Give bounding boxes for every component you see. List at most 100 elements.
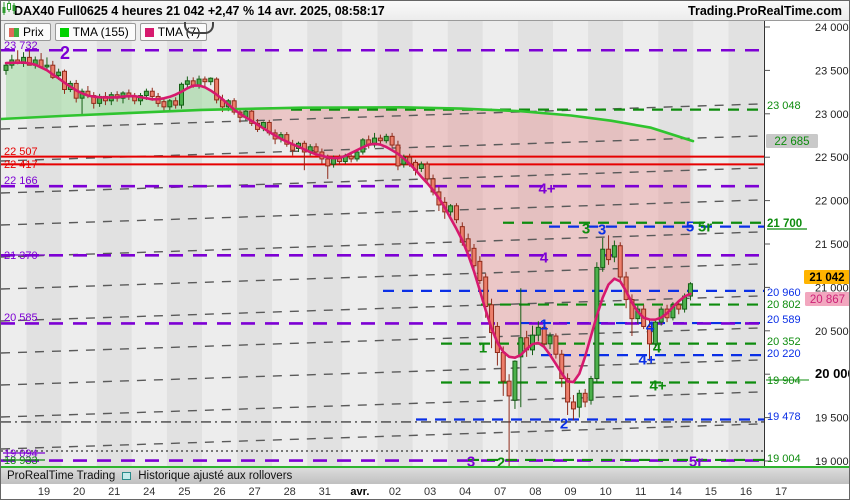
candle [582, 392, 588, 403]
wave-label[interactable]: 1 [540, 317, 548, 334]
tma155-line [1, 106, 695, 143]
left-level-label: 21 370 [4, 250, 38, 262]
axis-tick-label: 23 000 [815, 109, 849, 121]
candle [576, 392, 582, 408]
axis-level-label: 20 220 [767, 348, 801, 360]
trend-channel-line[interactable] [1, 103, 764, 130]
candle [477, 260, 483, 281]
wave-label[interactable]: 4 [540, 250, 549, 267]
candle [348, 155, 354, 160]
price-badge [766, 134, 818, 148]
session-band [307, 21, 343, 466]
wave-label[interactable]: 4 [646, 319, 655, 336]
tma7-swatch-icon [144, 27, 154, 37]
candle [500, 352, 506, 382]
wave-label[interactable]: 2 [560, 416, 568, 433]
candle [647, 325, 652, 345]
axis-tick-label: 21 500 [815, 239, 849, 251]
price-badge [804, 270, 849, 284]
candle [652, 321, 658, 345]
title-bar: DAX40 Full0625 4 heures 21 042 +2,47 % 1… [1, 1, 849, 21]
price-axis[interactable]: 24 000 23 500 23 000 22 500 22 000 21 500 21 0… [764, 21, 850, 468]
session-band [588, 21, 624, 466]
x-axis-label: 04 [459, 486, 472, 498]
wave-label[interactable]: 5 [686, 219, 694, 236]
x-axis-label: 20 [72, 486, 86, 498]
wave-label[interactable]: 4+ [638, 352, 655, 369]
candle [547, 335, 553, 345]
session-band [517, 21, 553, 466]
candle [600, 248, 606, 268]
wave-label[interactable]: 2 [497, 455, 505, 472]
candle [535, 326, 541, 336]
trend-channel-line[interactable] [1, 167, 764, 194]
candle [161, 101, 167, 108]
legend-label: Prix [23, 25, 44, 39]
axis-tick-label: 20 500 [815, 326, 849, 338]
panel-collapse-handle[interactable] [184, 22, 214, 34]
axis-tick-label: 19 500 [815, 413, 849, 425]
candle [553, 335, 559, 355]
trend-channel-line[interactable] [1, 295, 764, 322]
trend-channel-line[interactable] [1, 199, 764, 226]
candle [611, 245, 617, 258]
wave-label[interactable]: 5r [689, 454, 703, 471]
trend-channel-line[interactable] [1, 263, 764, 290]
x-axis-label: 02 [388, 486, 402, 498]
x-axis-label: 21 [108, 486, 121, 498]
trend-channel-line[interactable] [1, 423, 764, 450]
candle [313, 146, 319, 153]
x-axis-label: 15 [704, 486, 718, 498]
wave-label[interactable]: 4 [653, 340, 662, 357]
candle [208, 77, 214, 83]
candle [383, 135, 389, 142]
wave-label[interactable]: 3 [582, 221, 590, 238]
axis-level-label: 20 960 [767, 287, 801, 299]
time-axis[interactable]: 19 20 21 24 25 26 27 28 31 avr. 02 03 04 07 08 09 10 11 14… [1, 484, 849, 499]
x-axis-label: 27 [248, 486, 261, 498]
axis-tick-label: 22 000 [815, 196, 849, 208]
x-axis-label: 25 [178, 486, 191, 498]
wave-label[interactable]: 3 [598, 222, 606, 239]
candle [617, 245, 623, 278]
candle [465, 238, 471, 252]
legend-chip-tma155[interactable]: TMA (155) [54, 23, 136, 41]
candle [687, 283, 693, 297]
wave-label[interactable]: 5r [698, 219, 712, 236]
session-band [237, 21, 273, 466]
axis-tick-label: 23 500 [815, 65, 849, 77]
trend-channel-line[interactable] [1, 327, 764, 354]
left-level-label: 23 732 [4, 40, 38, 52]
session-band [658, 21, 694, 466]
candle [565, 378, 571, 403]
x-axis-label: 03 [423, 486, 437, 498]
wave-label[interactable]: 4+ [538, 181, 555, 198]
x-axis-label: 09 [564, 486, 577, 498]
session-band [693, 21, 729, 466]
candle [453, 205, 459, 221]
session-band [728, 21, 764, 466]
wave-label[interactable]: 1 [479, 340, 487, 357]
legend-chip-prix[interactable]: Prix [4, 23, 51, 41]
candle [418, 163, 424, 169]
axis-tick-label: 24 000 [815, 22, 849, 34]
trend-channel-line[interactable] [1, 231, 764, 258]
candle [448, 205, 454, 213]
axis-tick-label: 22 500 [815, 152, 849, 164]
wave-label[interactable]: 2 [60, 43, 70, 63]
session-band [763, 21, 764, 466]
trend-channel-line[interactable] [1, 391, 764, 418]
footer-bar: ProRealTime Trading Historique ajusté au… [1, 466, 849, 484]
axis-tick-label: 19 000 [815, 456, 849, 468]
x-axis-label: 16 [739, 486, 753, 498]
rollover-calendar-icon[interactable] [122, 472, 132, 480]
wave-label[interactable]: 4+ [649, 378, 666, 395]
axis-tick-label: 20 000 [815, 366, 850, 381]
candle [167, 100, 173, 108]
wave-label[interactable]: 3 [467, 454, 475, 471]
brand-link[interactable]: Trading.ProRealTime.com [688, 3, 842, 18]
trend-channel-line[interactable] [1, 359, 764, 386]
